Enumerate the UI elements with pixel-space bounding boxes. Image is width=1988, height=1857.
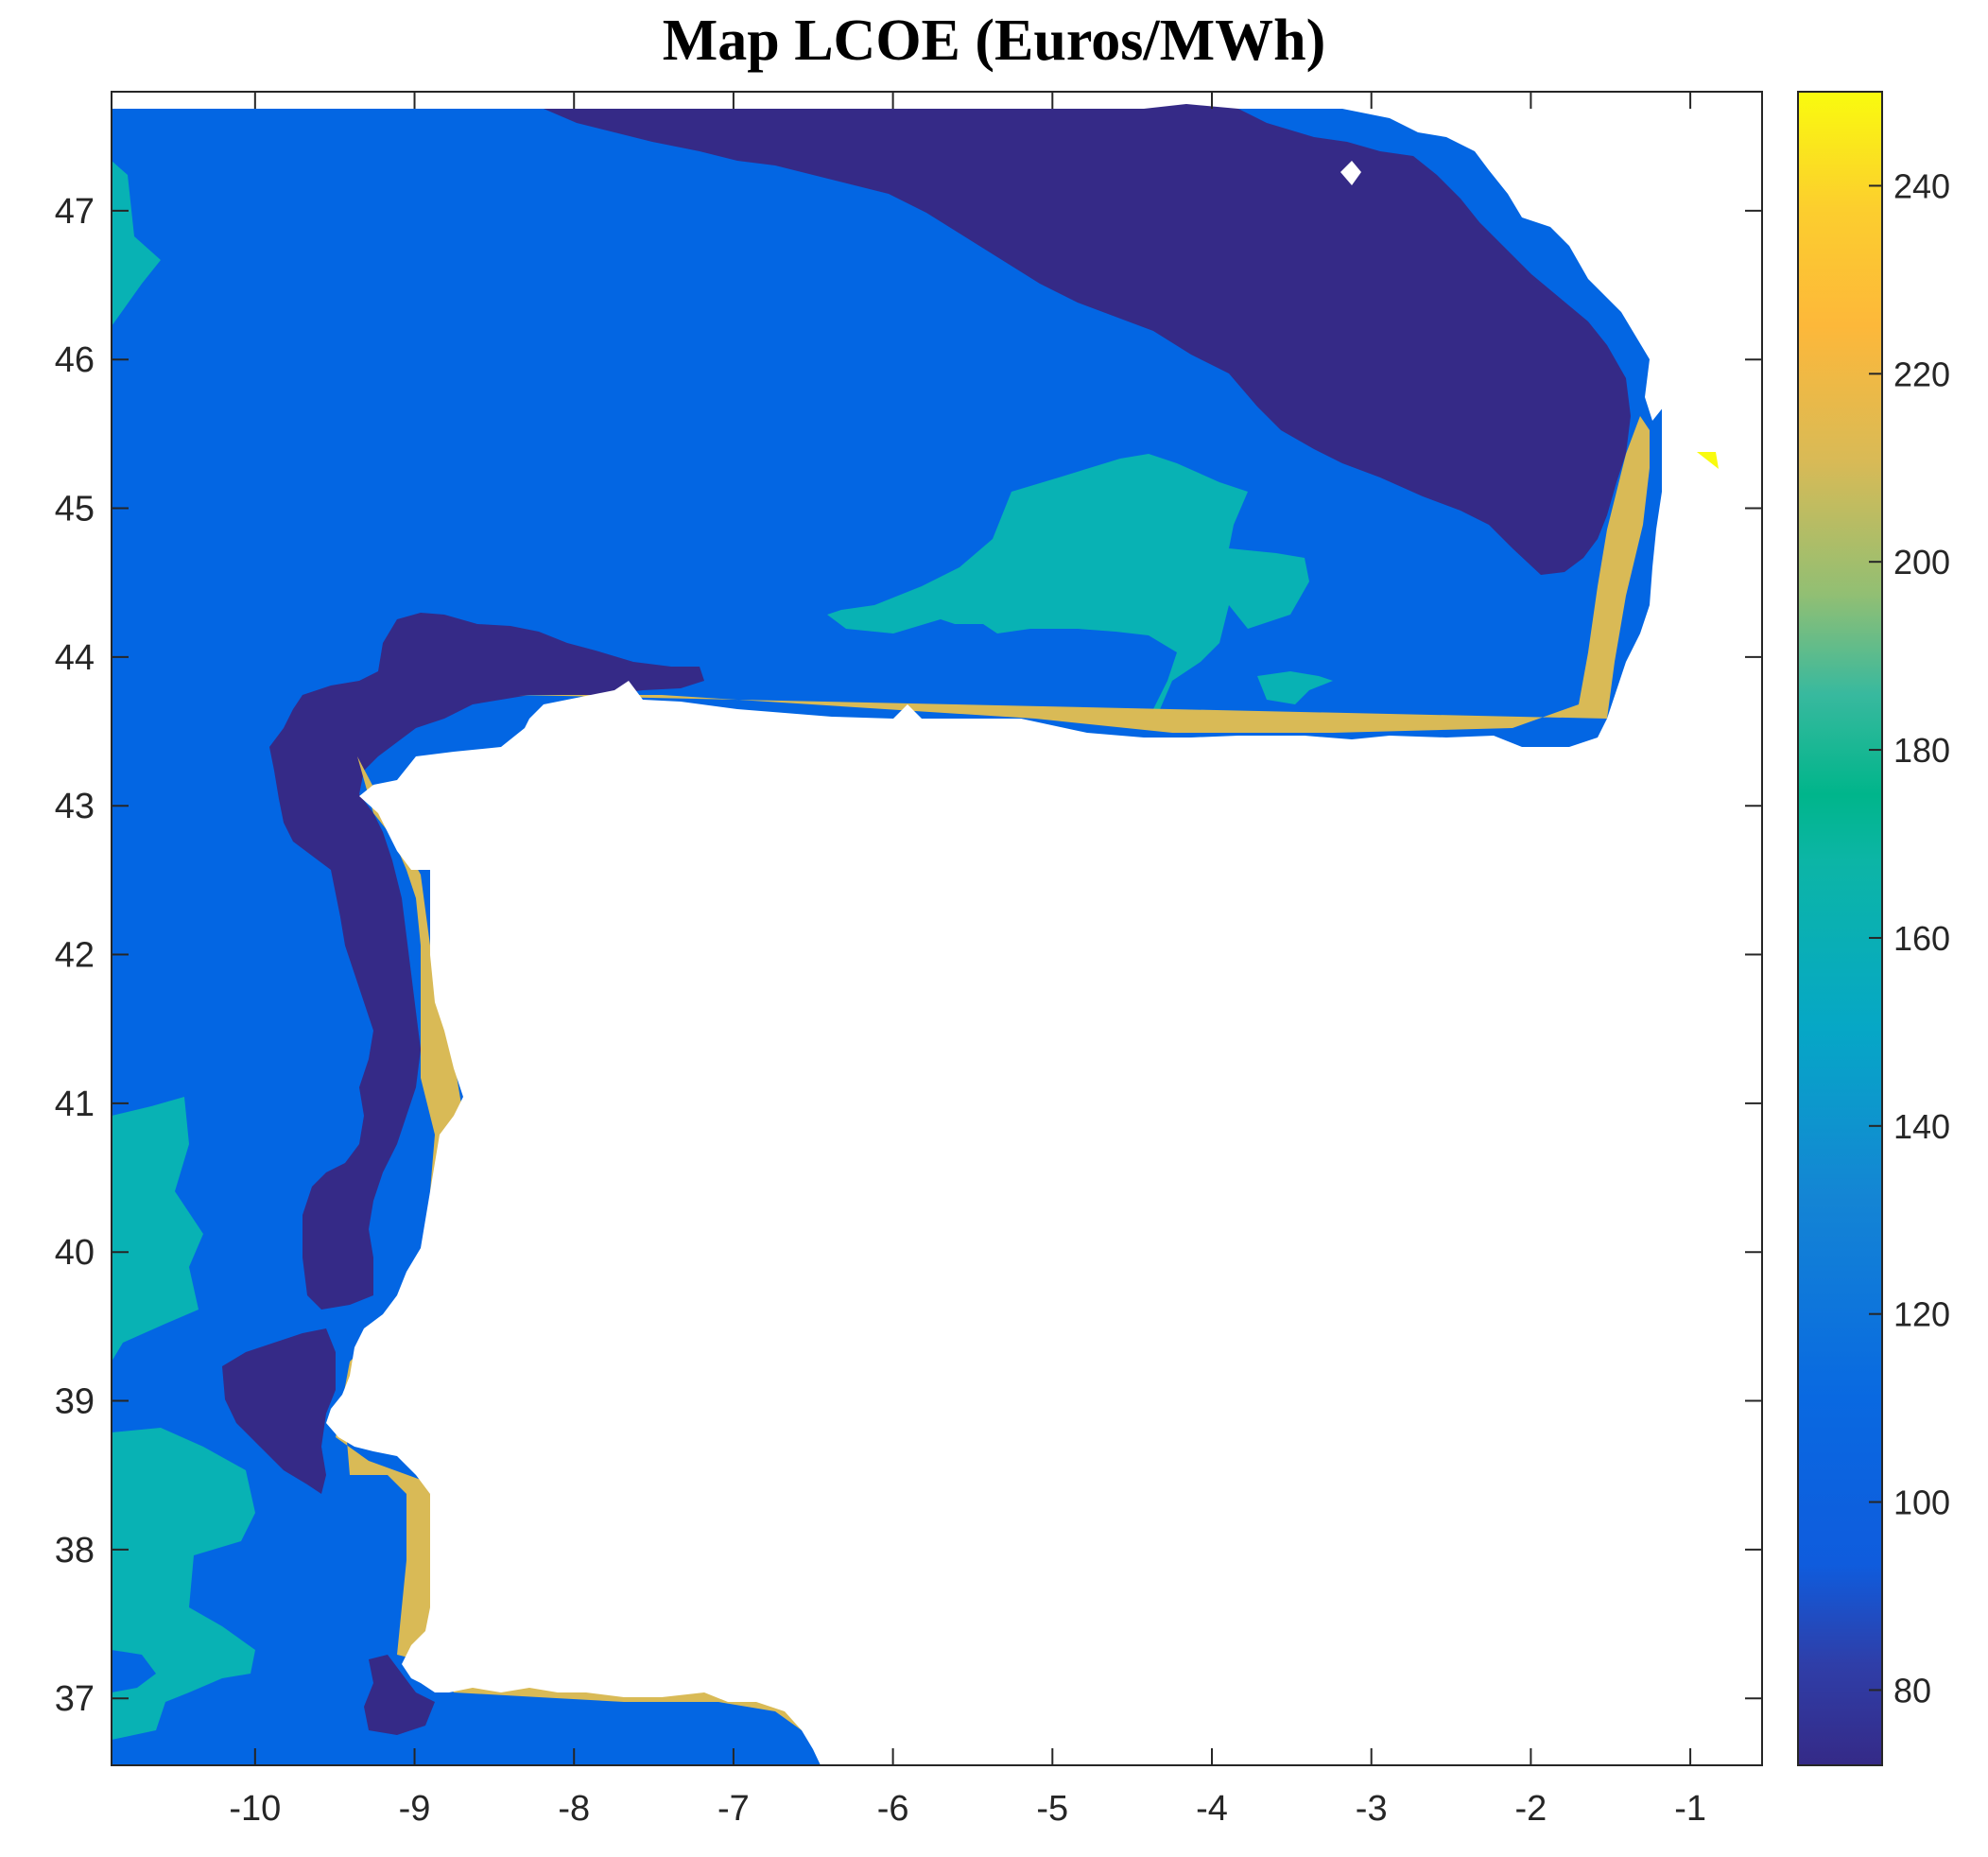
x-axis: -10 -9 -8 -7 -6 -5 -4 -3 -2 -1	[229, 92, 1706, 1829]
y-tick-label: 45	[55, 490, 95, 529]
colorbar-tick-label: 100	[1893, 1484, 1950, 1522]
dark-region-galicia	[269, 613, 704, 1310]
teal-region-west-south	[112, 1428, 255, 1740]
plot-frame	[111, 91, 1763, 1766]
y-tick-label: 38	[55, 1531, 95, 1571]
x-tick-label: -2	[1514, 1789, 1547, 1829]
dark-region-lisbon	[222, 1328, 336, 1494]
colorbar-tick-label: 160	[1893, 919, 1950, 958]
teal-region-west-north	[112, 161, 161, 326]
x-tick-label: -8	[558, 1789, 590, 1829]
colorbar-tick-label: 240	[1893, 166, 1950, 205]
y-tick-label: 44	[55, 638, 95, 678]
colorbar-ticks: 80 100 120 140 160 180 200 220 240	[1869, 166, 1950, 1709]
dark-region-biscay	[544, 104, 1631, 575]
y-tick-label: 47	[55, 192, 95, 232]
teal-region-biscay-east	[1257, 671, 1333, 704]
iberia-land-mask	[326, 435, 1762, 1765]
colorbar-frame	[1797, 91, 1883, 1766]
x-tick-label: -6	[877, 1789, 909, 1829]
teal-region-biscay-central	[827, 454, 1309, 728]
y-axis: 37 38 39 40 41 42 43 44 45 46 47	[55, 192, 1762, 1719]
y-tick-label: 42	[55, 936, 95, 976]
x-tick-label: -9	[399, 1789, 431, 1829]
white-notch	[1340, 161, 1361, 185]
dark-region-st-vincent	[364, 1655, 435, 1735]
y-tick-label: 37	[55, 1679, 95, 1719]
x-tick-label: -3	[1356, 1789, 1388, 1829]
x-tick-label: -7	[717, 1789, 750, 1829]
x-tick-label: -5	[1036, 1789, 1068, 1829]
yellow-speck-east	[1697, 452, 1719, 469]
y-tick-label: 39	[55, 1382, 95, 1422]
y-tick-label: 43	[55, 787, 95, 826]
colorbar-tick-label: 140	[1893, 1107, 1950, 1146]
chart-title: Map LCOE (Euros/MWh)	[662, 9, 1326, 73]
y-tick-label: 41	[55, 1085, 95, 1124]
x-tick-label: -1	[1674, 1789, 1706, 1829]
colorbar: 80 100 120 140 160 180 200 220 240	[1797, 91, 1950, 1766]
teal-region-west-mid	[112, 1097, 203, 1362]
colorbar-tick-label: 80	[1893, 1671, 1931, 1709]
x-tick-label: -10	[229, 1789, 281, 1829]
y-tick-label: 40	[55, 1233, 95, 1273]
colorbar-tick-label: 200	[1893, 543, 1950, 581]
x-tick-label: -4	[1196, 1789, 1228, 1829]
colorbar-tick-label: 220	[1893, 355, 1950, 393]
colorbar-tick-label: 120	[1893, 1295, 1950, 1334]
colorbar-tick-label: 180	[1893, 731, 1950, 770]
colorbar-gradient	[1798, 92, 1882, 1765]
france-land-mask	[1267, 92, 1762, 492]
lcoe-contour-map	[112, 92, 1762, 1765]
y-tick-label: 46	[55, 340, 95, 380]
